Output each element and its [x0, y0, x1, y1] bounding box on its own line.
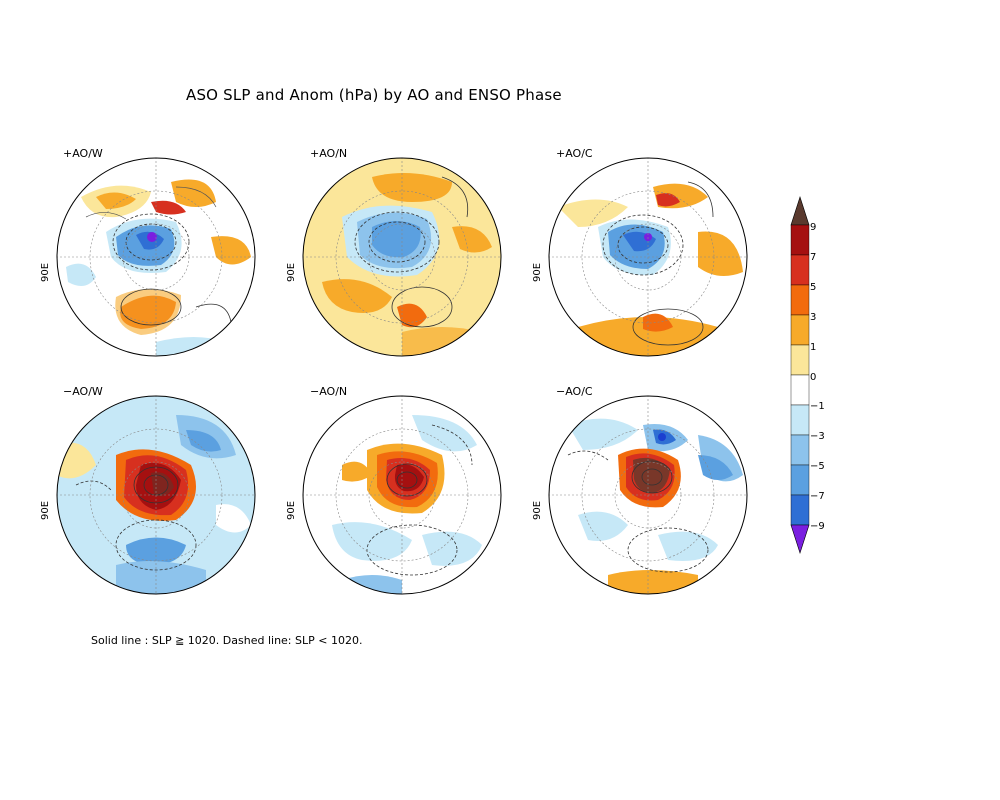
polar-map-neg-ao-w	[56, 395, 256, 595]
colorbar-label: 0	[810, 372, 817, 383]
colorbar-min-arrow	[790, 524, 810, 554]
colorbar	[790, 196, 810, 554]
colorbar-max-arrow	[790, 196, 810, 226]
lon-label-90e: 90E	[532, 262, 543, 282]
colorbar-label: −9	[810, 521, 825, 532]
colorbar-label: −1	[810, 401, 825, 412]
colorbar-label: −3	[810, 431, 825, 442]
lon-label-90e: 90E	[40, 262, 51, 282]
panel-label-pos-ao-c: +AO/C	[556, 147, 593, 160]
polar-map-neg-ao-n	[302, 395, 502, 595]
panel-label-pos-ao-n: +AO/N	[310, 147, 348, 160]
colorbar-label: −7	[810, 491, 825, 502]
colorbar-label: 9	[810, 222, 817, 233]
lon-label-90e: 90E	[532, 500, 543, 520]
polar-map-pos-ao-n	[302, 157, 502, 357]
lon-label-90e: 90E	[40, 500, 51, 520]
map-title: ASO SLP and Anom (hPa) by AO and ENSO Ph…	[186, 86, 562, 104]
panel-label-neg-ao-n: −AO/N	[310, 385, 348, 398]
lon-label-90e: 90E	[286, 500, 297, 520]
polar-map-pos-ao-w	[56, 157, 256, 357]
colorbar-label: 1	[810, 342, 817, 353]
colorbar-label: −5	[810, 461, 825, 472]
lon-label-90e: 90E	[286, 262, 297, 282]
polar-map-pos-ao-c	[548, 157, 748, 357]
contour-legend-note: Solid line : SLP ≧ 1020. Dashed line: SL…	[91, 634, 363, 647]
colorbar-label: 5	[810, 282, 817, 293]
colorbar-label: 3	[810, 312, 817, 323]
colorbar-label: 7	[810, 252, 817, 263]
panel-label-neg-ao-c: −AO/C	[556, 385, 593, 398]
panel-label-neg-ao-w: −AO/W	[63, 385, 103, 398]
panel-label-pos-ao-w: +AO/W	[63, 147, 103, 160]
polar-map-neg-ao-c	[548, 395, 748, 595]
